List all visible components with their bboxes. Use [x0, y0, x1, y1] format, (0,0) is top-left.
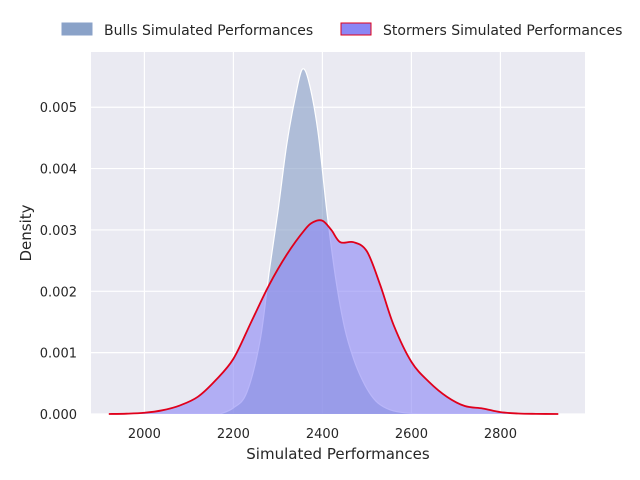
legend-label-bulls: Bulls Simulated Performances	[104, 23, 313, 39]
legend-swatch-stormers	[340, 22, 372, 36]
y-axis-label: Density	[17, 204, 35, 261]
x-tick-label: 2200	[217, 427, 250, 442]
y-tick-label: 0.001	[40, 347, 77, 362]
y-axis-ticks: 0.000 0.001 0.002 0.003 0.004 0.005	[40, 101, 77, 423]
y-tick-label: 0.002	[40, 285, 77, 300]
y-tick-label: 0.005	[40, 101, 77, 116]
x-tick-label: 2800	[484, 427, 517, 442]
legend-swatch-bulls	[61, 22, 93, 36]
y-tick-label: 0.003	[40, 224, 77, 239]
x-tick-label: 2400	[306, 427, 339, 442]
legend: Bulls Simulated Performances Stormers Si…	[61, 22, 622, 39]
series-layer	[108, 68, 559, 415]
series-line-1	[108, 219, 559, 415]
series-area-1	[108, 220, 559, 414]
x-axis-ticks: 2000 2200 2400 2600 2800	[128, 427, 517, 442]
y-tick-label: 0.000	[40, 408, 77, 423]
x-tick-label: 2600	[395, 427, 428, 442]
legend-label-stormers: Stormers Simulated Performances	[383, 23, 622, 39]
y-tick-label: 0.004	[40, 163, 77, 178]
x-axis-label: Simulated Performances	[246, 445, 430, 463]
x-tick-label: 2000	[128, 427, 161, 442]
